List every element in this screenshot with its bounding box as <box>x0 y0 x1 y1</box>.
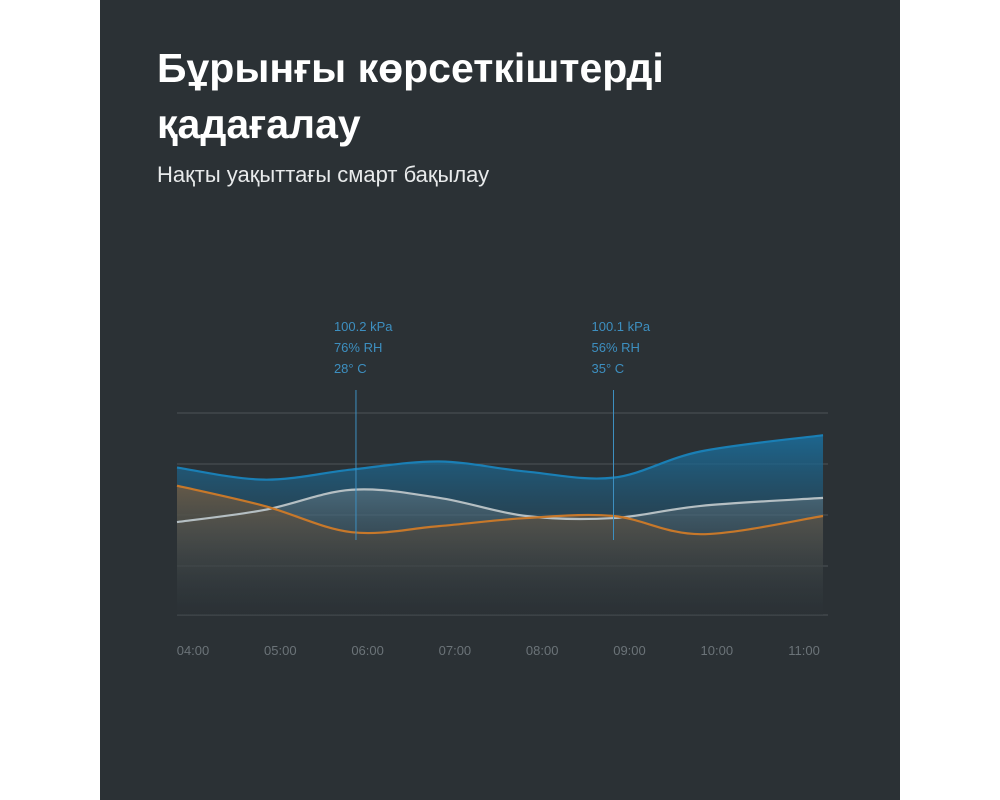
annotation-label: 35° C <box>592 361 625 376</box>
annotation-label: 76% RH <box>334 340 382 355</box>
series-areas <box>177 435 824 615</box>
page-title: Бұрынғы көрсеткіштерді қадағалау <box>157 45 664 147</box>
x-tick-label: 08:00 <box>526 643 559 658</box>
temperature-area <box>177 485 824 615</box>
x-tick-label: 07:00 <box>439 643 472 658</box>
x-tick-label: 05:00 <box>264 643 297 658</box>
x-tick-label: 09:00 <box>613 643 646 658</box>
annotation-label: 100.2 kPa <box>334 319 393 334</box>
x-tick-label: 04:00 <box>177 643 210 658</box>
annotation-label: 28° C <box>334 361 367 376</box>
page-subtitle: Нақты уақыттағы смарт бақылау <box>157 162 490 187</box>
x-axis-ticks: 04:00 05:00 06:00 07:00 08:00 09:00 10:00 11:00 <box>177 643 820 658</box>
temperature-line <box>176 484 824 536</box>
annotation-label: 56% RH <box>592 340 640 355</box>
history-chart: 100.2 kPa 76% RH 28° C 100.1 kPa 56% RH 35° C… <box>176 319 828 658</box>
series-lines <box>176 434 824 536</box>
x-tick-label: 10:00 <box>701 643 734 658</box>
hero-panel: Бұрынғы көрсеткіштерді қадағалау Нақты у… <box>100 0 900 800</box>
x-tick-label: 11:00 <box>788 643 820 658</box>
annotations: 100.2 kPa 76% RH 28° C 100.1 kPa 56% RH 35° C <box>334 319 651 540</box>
x-tick-label: 06:00 <box>351 643 384 658</box>
pressure-line <box>176 434 824 481</box>
annotation-label: 100.1 kPa <box>592 319 651 334</box>
humidity-line <box>176 488 824 524</box>
